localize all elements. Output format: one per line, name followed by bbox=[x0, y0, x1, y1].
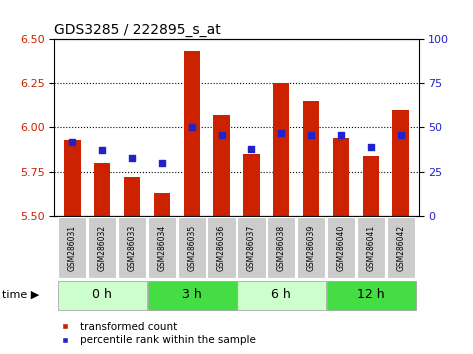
Text: GSM286031: GSM286031 bbox=[68, 225, 77, 271]
FancyBboxPatch shape bbox=[357, 217, 385, 278]
Text: GSM286037: GSM286037 bbox=[247, 225, 256, 271]
FancyBboxPatch shape bbox=[118, 217, 146, 278]
Text: 6 h: 6 h bbox=[272, 289, 291, 302]
Point bbox=[248, 146, 255, 152]
FancyBboxPatch shape bbox=[177, 217, 206, 278]
Bar bbox=[393, 110, 409, 216]
FancyBboxPatch shape bbox=[327, 281, 416, 310]
Point bbox=[367, 144, 375, 150]
Bar bbox=[273, 83, 289, 216]
Bar bbox=[213, 115, 230, 216]
Text: time ▶: time ▶ bbox=[2, 290, 40, 300]
Point bbox=[128, 155, 136, 160]
Point bbox=[188, 125, 195, 130]
Text: 3 h: 3 h bbox=[182, 289, 201, 302]
Text: GSM286034: GSM286034 bbox=[158, 225, 166, 271]
FancyBboxPatch shape bbox=[237, 281, 326, 310]
Point bbox=[98, 148, 106, 153]
Bar bbox=[94, 163, 110, 216]
Text: GSM286032: GSM286032 bbox=[97, 225, 106, 271]
Legend: transformed count, percentile rank within the sample: transformed count, percentile rank withi… bbox=[55, 322, 256, 345]
Text: GSM286041: GSM286041 bbox=[367, 225, 376, 271]
Bar bbox=[124, 177, 140, 216]
Bar bbox=[184, 51, 200, 216]
Point bbox=[337, 132, 345, 137]
FancyBboxPatch shape bbox=[237, 217, 266, 278]
Bar bbox=[154, 193, 170, 216]
FancyBboxPatch shape bbox=[207, 217, 236, 278]
FancyBboxPatch shape bbox=[88, 217, 116, 278]
FancyBboxPatch shape bbox=[58, 281, 147, 310]
Text: GSM286039: GSM286039 bbox=[307, 225, 315, 271]
Point bbox=[307, 132, 315, 137]
Point bbox=[218, 132, 225, 137]
Text: 12 h: 12 h bbox=[357, 289, 385, 302]
FancyBboxPatch shape bbox=[58, 217, 87, 278]
FancyBboxPatch shape bbox=[386, 217, 415, 278]
FancyBboxPatch shape bbox=[297, 217, 325, 278]
Point bbox=[158, 160, 166, 166]
Bar bbox=[333, 138, 349, 216]
Bar bbox=[243, 154, 260, 216]
Text: GSM286035: GSM286035 bbox=[187, 225, 196, 271]
Bar bbox=[64, 140, 80, 216]
FancyBboxPatch shape bbox=[327, 217, 355, 278]
Text: GDS3285 / 222895_s_at: GDS3285 / 222895_s_at bbox=[54, 23, 221, 36]
FancyBboxPatch shape bbox=[148, 217, 176, 278]
Point bbox=[278, 130, 285, 136]
Text: GSM286033: GSM286033 bbox=[128, 225, 137, 271]
FancyBboxPatch shape bbox=[267, 217, 296, 278]
Text: GSM286036: GSM286036 bbox=[217, 225, 226, 271]
FancyBboxPatch shape bbox=[148, 281, 236, 310]
Text: GSM286042: GSM286042 bbox=[396, 225, 405, 271]
Bar bbox=[303, 101, 319, 216]
Text: GSM286040: GSM286040 bbox=[336, 225, 345, 271]
Bar bbox=[363, 156, 379, 216]
Point bbox=[397, 132, 404, 137]
Text: 0 h: 0 h bbox=[92, 289, 112, 302]
Text: GSM286038: GSM286038 bbox=[277, 225, 286, 271]
Point bbox=[69, 139, 76, 144]
